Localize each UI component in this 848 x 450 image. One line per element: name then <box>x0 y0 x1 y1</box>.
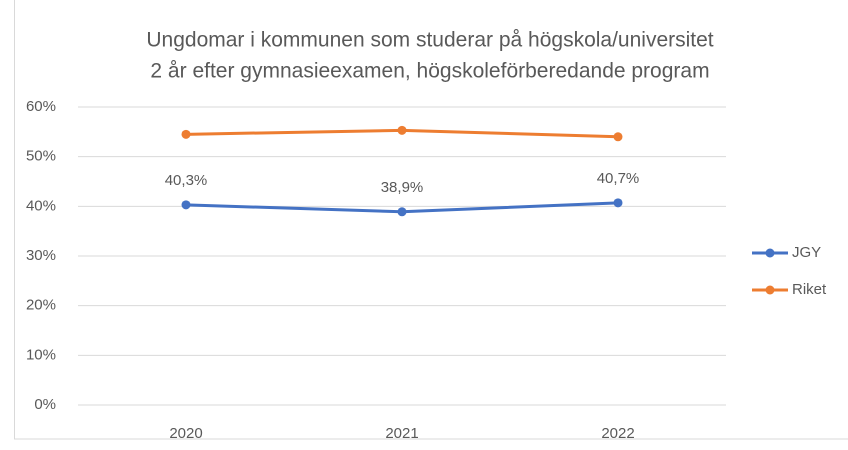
y-tick-label: 40% <box>26 197 56 214</box>
data-point <box>397 125 407 135</box>
data-label: 38,9% <box>381 179 424 196</box>
data-point <box>181 200 191 210</box>
data-point <box>613 132 623 142</box>
data-point <box>181 129 191 139</box>
chart-border <box>14 0 848 440</box>
y-tick-label: 60% <box>26 98 56 115</box>
y-tick-label: 10% <box>26 346 56 363</box>
y-tick-label: 20% <box>26 297 56 314</box>
x-tick-label: 2021 <box>385 425 418 442</box>
y-tick-label: 0% <box>34 396 56 413</box>
data-point <box>397 207 407 217</box>
legend-label: JGY <box>792 244 821 261</box>
legend-marker <box>765 248 775 258</box>
y-tick-label: 30% <box>26 247 56 264</box>
chart-title: Ungdomar i kommunen som studerar på högs… <box>146 29 713 52</box>
data-label: 40,3% <box>165 172 208 189</box>
chart-title: 2 år efter gymnasieexamen, högskoleförbe… <box>150 60 709 83</box>
x-tick-label: 2022 <box>601 425 634 442</box>
x-tick-label: 2020 <box>169 425 202 442</box>
legend-label: Riket <box>792 281 827 298</box>
legend-marker <box>765 285 775 295</box>
data-point <box>613 198 623 208</box>
data-label: 40,7% <box>597 170 640 187</box>
y-tick-label: 50% <box>26 148 56 165</box>
